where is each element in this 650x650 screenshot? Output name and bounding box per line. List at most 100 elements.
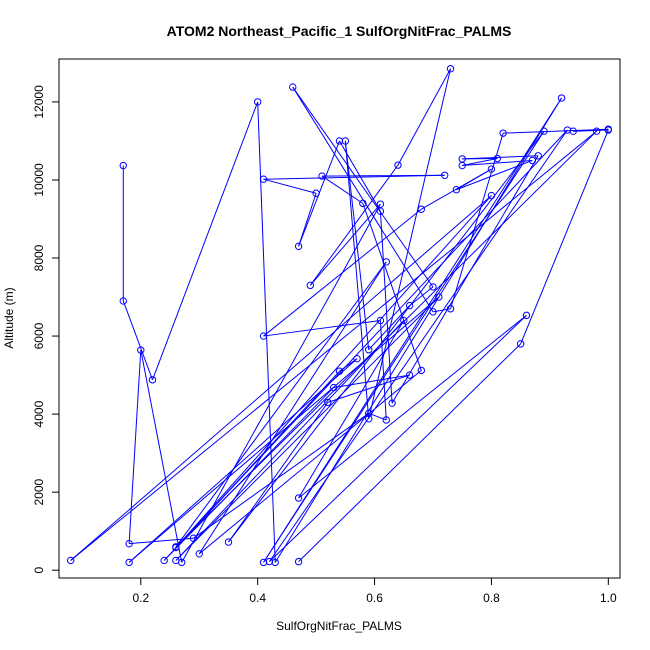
data-point xyxy=(306,281,314,290)
series-segment xyxy=(181,203,381,563)
data-point xyxy=(604,126,613,134)
series-segment xyxy=(344,140,370,419)
series-segment xyxy=(175,129,568,548)
data-point xyxy=(376,200,385,208)
data-point xyxy=(429,308,437,316)
y-axis: 0 2000 4000 6000 8000 10000 12000 xyxy=(32,85,60,574)
data-point xyxy=(66,556,75,565)
data-point xyxy=(452,186,461,194)
data-point xyxy=(294,242,303,251)
data-point xyxy=(341,137,350,145)
series-segment xyxy=(298,343,522,562)
series-segment xyxy=(462,158,498,167)
series-segment xyxy=(175,261,387,548)
data-point xyxy=(265,557,274,566)
x-tick-label: 0.8 xyxy=(483,591,500,605)
data-point xyxy=(253,98,262,106)
data-point xyxy=(324,398,332,407)
series-segment xyxy=(321,175,364,204)
data-point xyxy=(294,557,303,566)
data-point xyxy=(312,189,320,197)
data-point xyxy=(405,371,414,379)
series-segment xyxy=(456,159,533,191)
data-point xyxy=(458,161,466,170)
data-point xyxy=(557,94,566,102)
data-point xyxy=(318,172,326,180)
data-point xyxy=(259,175,268,183)
x-tick-label: 0.4 xyxy=(249,591,266,605)
series-segment xyxy=(70,130,597,561)
x-tick-label: 0.6 xyxy=(366,591,383,605)
y-tick-label: 10000 xyxy=(32,163,46,197)
data-point xyxy=(365,409,373,418)
series-segment xyxy=(263,130,545,563)
data-point xyxy=(125,539,133,548)
series-segment xyxy=(175,195,492,548)
series-lines xyxy=(70,68,609,563)
series-segment xyxy=(122,300,153,380)
series-segment xyxy=(268,129,568,562)
data-point xyxy=(405,301,414,310)
series-segment xyxy=(198,370,422,555)
series-segment xyxy=(391,155,539,404)
series-segment xyxy=(368,305,410,351)
series-segment xyxy=(409,286,434,307)
x-tick-label: 1.0 xyxy=(600,591,617,605)
data-point xyxy=(224,538,233,546)
series-segment xyxy=(228,130,545,543)
data-point xyxy=(119,161,127,170)
series-segment xyxy=(128,350,142,544)
data-point xyxy=(394,161,402,169)
data-point xyxy=(160,556,168,565)
series-segment xyxy=(292,86,434,313)
series-segment xyxy=(368,68,452,419)
data-point xyxy=(440,171,449,179)
data-point xyxy=(353,354,361,363)
series-segment xyxy=(298,320,405,499)
data-point xyxy=(534,152,542,160)
data-point xyxy=(417,205,426,213)
y-tick-label: 2000 xyxy=(32,478,46,505)
series-segment xyxy=(263,178,317,194)
data-point xyxy=(365,346,373,354)
data-point xyxy=(137,346,145,354)
data-point xyxy=(359,199,367,208)
data-point xyxy=(417,366,426,375)
data-point xyxy=(446,305,455,313)
series-segment xyxy=(362,203,422,371)
data-point xyxy=(382,416,390,424)
data-point xyxy=(376,316,385,325)
series-segment xyxy=(573,129,609,132)
data-point xyxy=(189,534,198,542)
series-segment xyxy=(462,159,533,167)
data-point xyxy=(382,258,390,266)
series-segment xyxy=(263,97,562,563)
chart-title: ATOM2 Northeast_Pacific_1 SulfOrgNitFrac… xyxy=(167,23,512,39)
series-segment xyxy=(421,168,492,210)
data-point xyxy=(259,332,268,340)
series-segment xyxy=(140,350,183,563)
data-point xyxy=(429,283,437,291)
data-point xyxy=(400,316,408,325)
series-segment xyxy=(193,412,370,539)
data-point xyxy=(388,399,396,407)
series-segment xyxy=(379,320,387,420)
series-segment xyxy=(198,261,387,555)
series-segment xyxy=(152,101,259,380)
series-segment xyxy=(263,319,381,337)
series-segment xyxy=(175,296,440,561)
y-axis-label: Altitude (m) xyxy=(2,287,16,348)
x-axis-label: SulfOrgNitFrac_PALMS xyxy=(276,619,402,633)
plot-area-frame xyxy=(58,58,621,579)
data-point xyxy=(569,127,577,135)
data-point xyxy=(446,65,455,73)
data-point xyxy=(365,415,373,423)
data-point xyxy=(487,165,496,173)
series-segment xyxy=(70,195,492,561)
series-segment xyxy=(128,358,358,563)
data-point xyxy=(540,127,548,135)
y-tick-label: 8000 xyxy=(32,244,46,271)
series-segment xyxy=(128,296,440,563)
data-point xyxy=(528,156,537,165)
data-point xyxy=(329,383,338,392)
